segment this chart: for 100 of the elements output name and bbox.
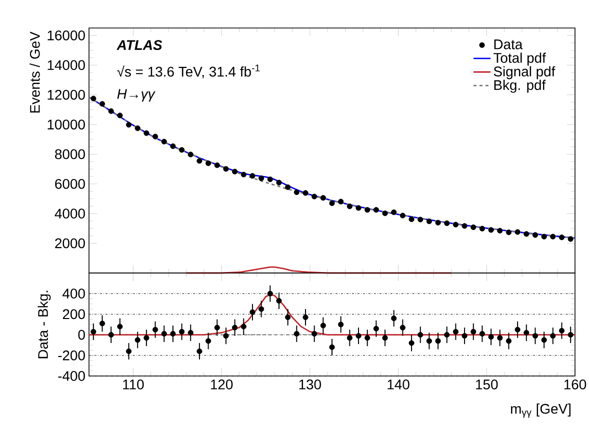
point — [444, 220, 450, 226]
y-tick-label: 200 — [62, 309, 85, 320]
point — [400, 324, 406, 330]
point — [532, 232, 538, 238]
point — [188, 152, 194, 158]
y-axis-title: Data - Bkg. — [38, 290, 51, 358]
point — [364, 207, 370, 213]
point — [426, 218, 432, 224]
point — [346, 335, 352, 341]
x-tick-label: 160 — [564, 380, 586, 390]
point — [232, 324, 238, 330]
point — [99, 320, 106, 326]
point — [320, 322, 326, 328]
point — [382, 335, 388, 341]
point — [452, 328, 458, 334]
point — [373, 326, 379, 332]
point — [90, 328, 96, 334]
point — [506, 338, 512, 344]
point — [364, 335, 370, 341]
point — [240, 172, 246, 178]
point — [108, 108, 114, 114]
y-tick-label: 8000 — [55, 149, 85, 160]
point — [250, 309, 256, 315]
point — [294, 189, 300, 196]
point — [356, 333, 362, 339]
point — [196, 158, 202, 164]
point — [188, 330, 194, 336]
point — [497, 335, 503, 341]
y-tick-label: -200 — [58, 350, 85, 360]
point — [479, 226, 486, 232]
point — [117, 112, 123, 118]
annotation: H→γγ — [117, 89, 156, 102]
point — [470, 224, 476, 230]
point — [346, 204, 352, 210]
point — [267, 290, 273, 296]
annotation: ATLAS — [116, 40, 162, 50]
legend-label: Total pdf — [494, 52, 546, 66]
legend-label: Signal pdf — [494, 66, 556, 80]
point — [550, 234, 556, 240]
point — [426, 338, 432, 344]
point — [558, 234, 565, 240]
point — [312, 194, 318, 200]
y-tick-label: 6000 — [55, 178, 85, 189]
x-tick-label: 120 — [210, 380, 233, 390]
x-tick-label: 130 — [299, 380, 322, 390]
point — [550, 333, 556, 339]
point — [514, 229, 520, 235]
point — [170, 143, 176, 149]
point — [196, 348, 202, 354]
point — [444, 332, 450, 338]
y-tick-label: 10000 — [48, 120, 85, 130]
point — [391, 209, 397, 216]
point — [514, 326, 520, 332]
point — [391, 316, 397, 322]
point — [240, 324, 246, 330]
point — [144, 130, 150, 136]
point — [258, 175, 264, 182]
y-tick-label: 12000 — [48, 90, 85, 100]
point — [161, 330, 167, 337]
point — [99, 101, 106, 107]
point — [506, 230, 512, 236]
point — [329, 344, 335, 350]
point — [161, 138, 167, 144]
point — [373, 207, 379, 213]
point — [223, 166, 229, 172]
legend-label: Bkg. pdf — [494, 80, 546, 93]
point — [206, 160, 212, 166]
point — [134, 125, 140, 132]
y-tick-label: -400 — [58, 371, 85, 381]
point — [178, 147, 185, 153]
x-tick-label: 140 — [388, 380, 410, 390]
point — [541, 337, 547, 343]
point — [214, 324, 220, 330]
point — [452, 222, 459, 228]
y-tick-label: 14000 — [48, 60, 85, 70]
point — [408, 216, 414, 222]
point — [524, 231, 530, 237]
point — [126, 122, 132, 128]
y-tick-label: 400 — [62, 288, 85, 299]
point — [462, 333, 468, 339]
point — [462, 223, 468, 229]
y-axis-title: Events / GeV — [30, 32, 40, 113]
point — [470, 328, 476, 334]
point — [329, 200, 335, 206]
point — [568, 332, 574, 338]
point — [418, 216, 424, 222]
point — [134, 337, 140, 343]
point — [541, 234, 547, 240]
x-axis-title: m$_{γγ}$ [GeV] — [510, 404, 570, 418]
point — [144, 335, 150, 341]
point — [258, 306, 264, 312]
legend-label: Data — [494, 40, 523, 50]
point — [320, 195, 326, 201]
point — [418, 332, 424, 338]
point — [532, 333, 538, 339]
point — [214, 162, 220, 168]
y-tick-label: 4000 — [54, 208, 85, 219]
point — [312, 330, 318, 337]
point — [152, 134, 158, 140]
point — [382, 210, 388, 216]
